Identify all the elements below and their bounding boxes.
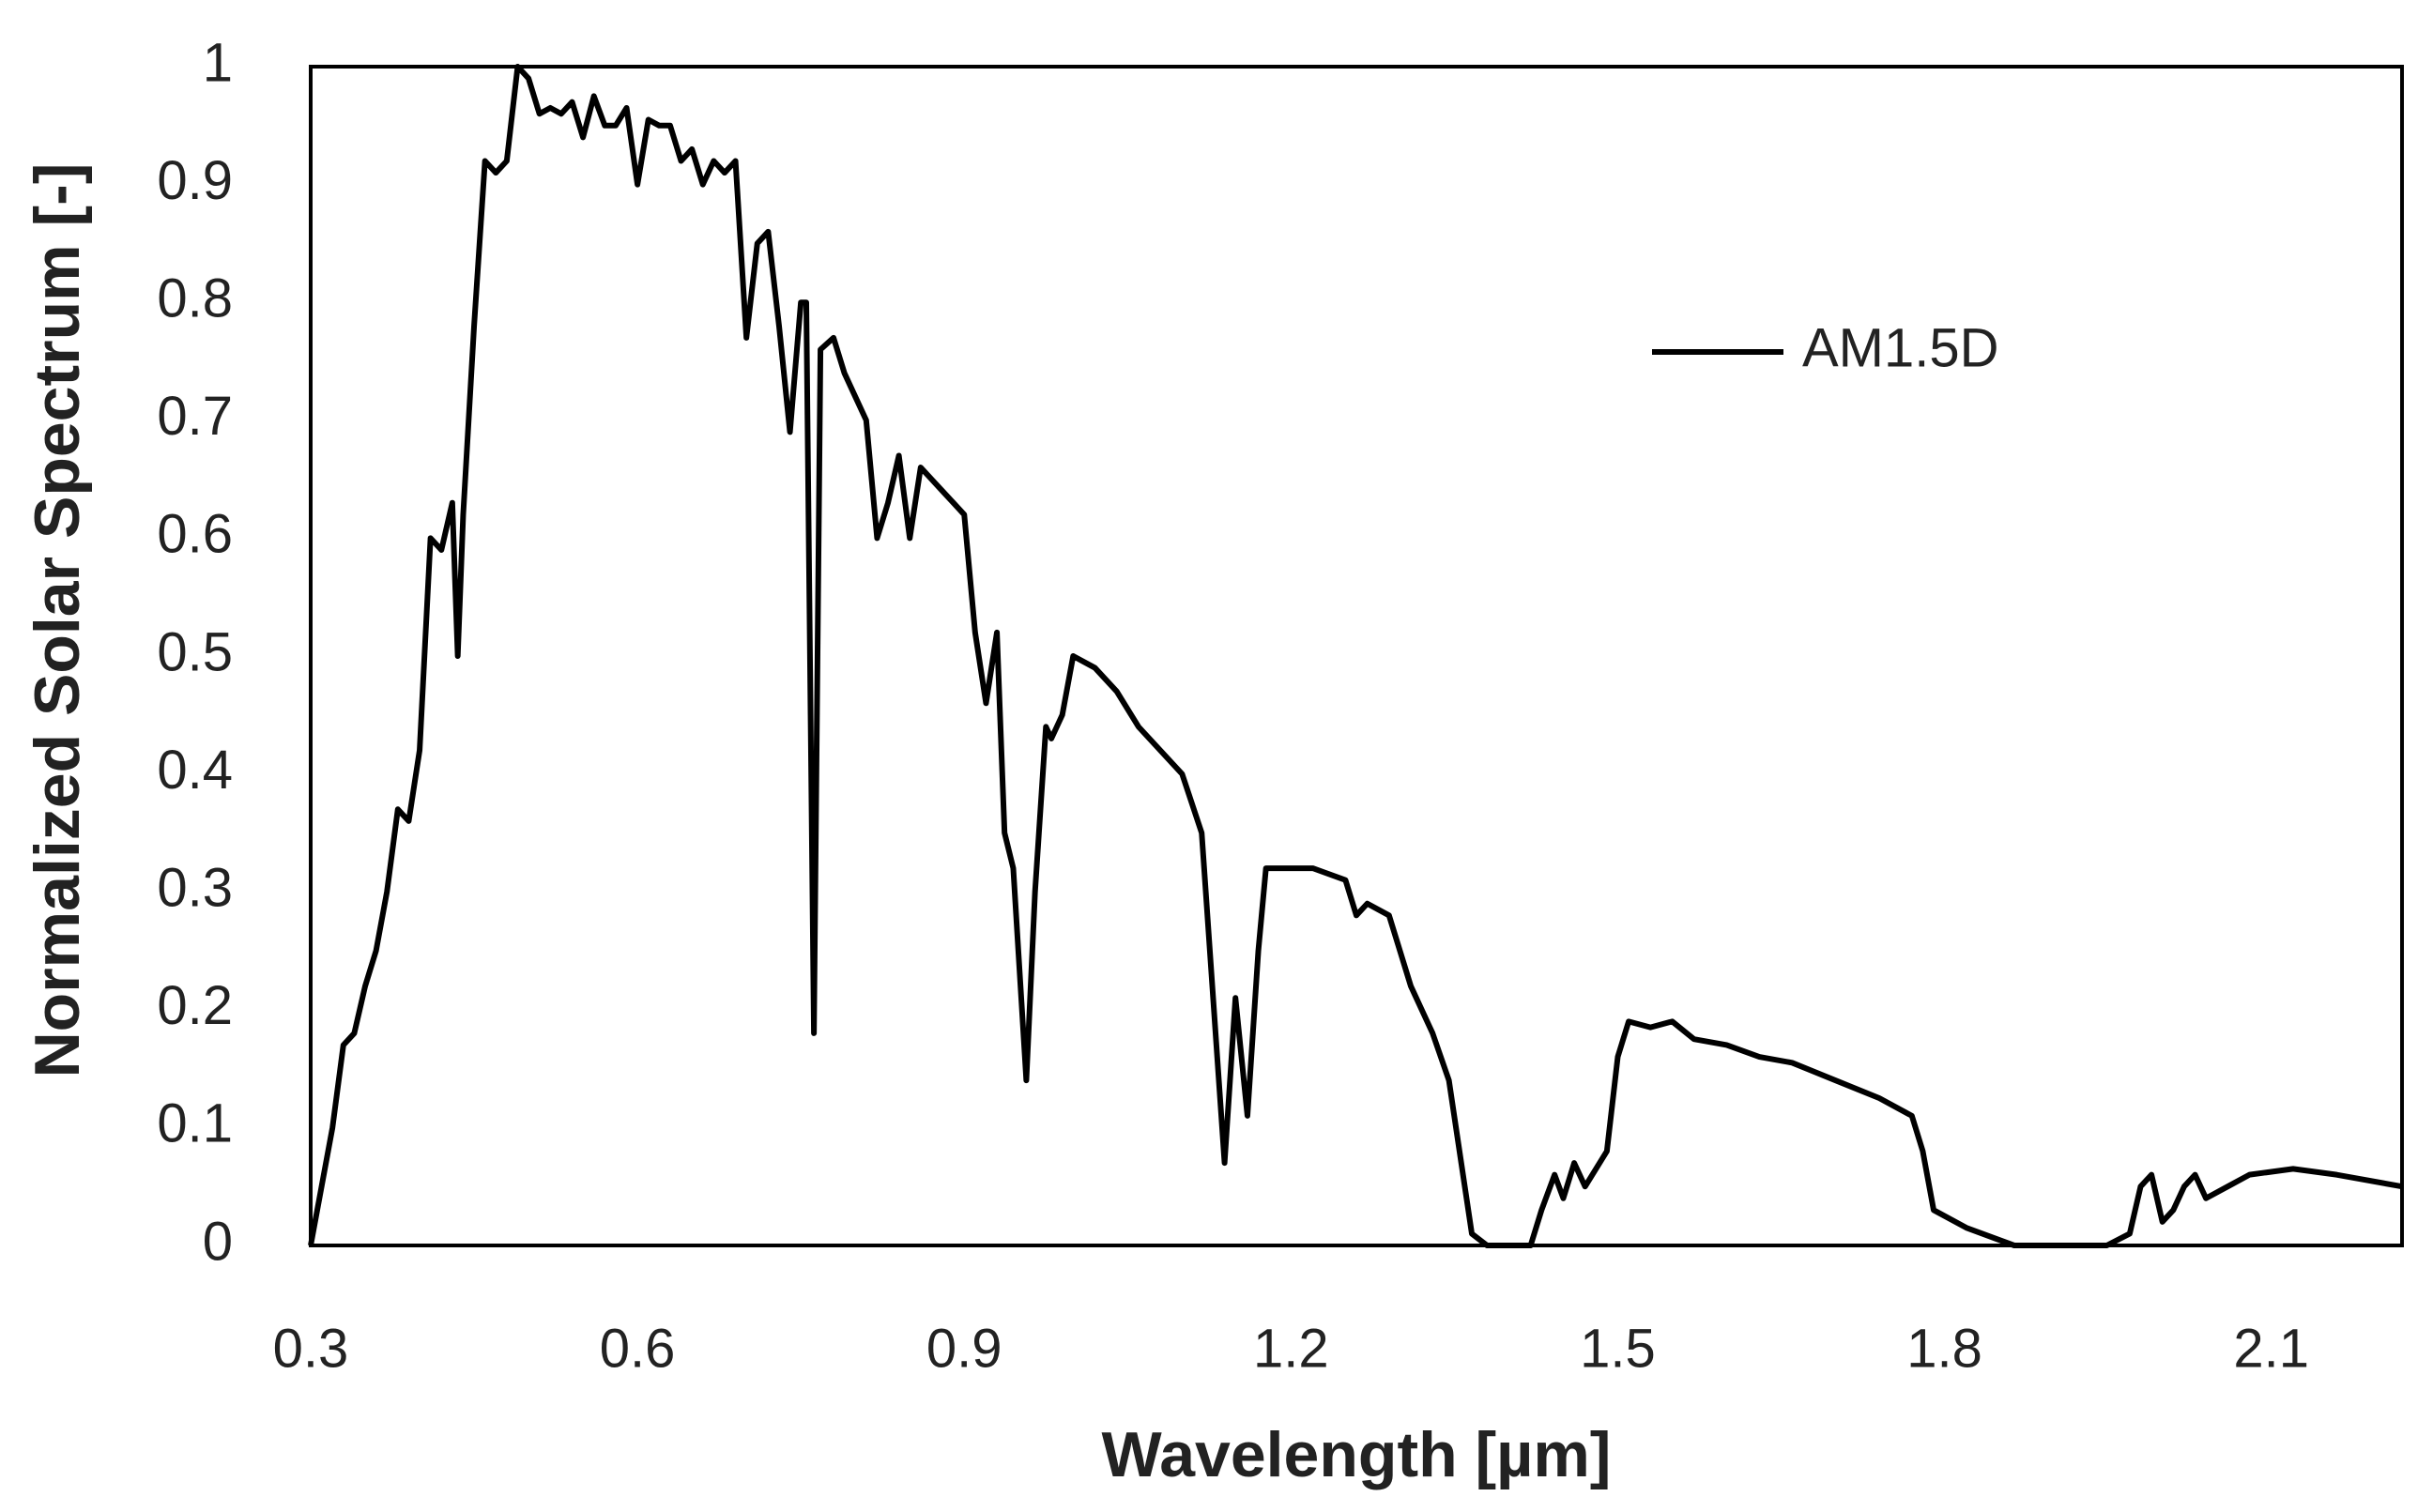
y-tick-label: 0.6 — [157, 504, 233, 565]
x-tick-label: 2.1 — [2233, 1318, 2309, 1379]
y-tick-label: 0.5 — [157, 621, 233, 682]
plot-frame — [309, 65, 2404, 1247]
y-tick-label: 1 — [203, 32, 233, 93]
x-tick-label: 1.8 — [1906, 1318, 1982, 1379]
y-axis-label: Normalized Solar Spectrum [-] — [22, 163, 93, 1078]
y-tick-label: 0.8 — [157, 268, 233, 329]
x-tick-label: 1.2 — [1253, 1318, 1329, 1379]
x-tick-label: 0.9 — [926, 1318, 1002, 1379]
x-tick-label: 1.5 — [1580, 1318, 1656, 1379]
y-tick-label: 0.2 — [157, 975, 233, 1036]
y-tick-label: 0.1 — [157, 1093, 233, 1154]
x-tick-label: 0.3 — [273, 1318, 349, 1379]
legend-label: AM1.5D — [1802, 317, 1999, 378]
series-line — [308, 64, 2403, 1248]
y-tick-label: 0.3 — [157, 858, 233, 919]
y-tick-label: 0.4 — [157, 740, 233, 801]
y-tick-label: 0.9 — [157, 150, 233, 211]
y-tick-label: 0.7 — [157, 386, 233, 447]
x-axis-label: Wavelength [µm] — [1102, 1419, 1612, 1490]
y-tick-label: 0 — [203, 1211, 233, 1272]
x-tick-label: 0.6 — [600, 1318, 676, 1379]
